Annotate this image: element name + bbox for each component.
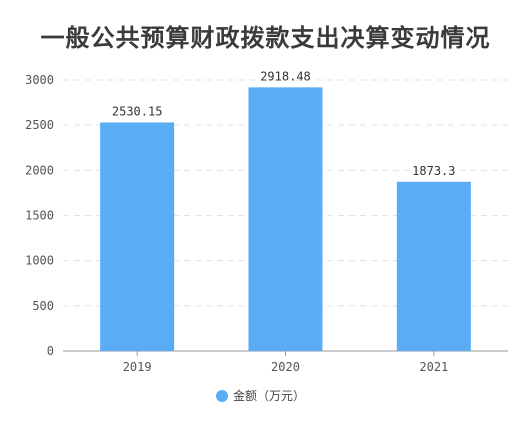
bar: [396, 181, 471, 351]
y-tick-label: 3000: [25, 73, 54, 87]
chart-title: 一般公共预算财政拨款支出决算变动情况: [40, 24, 491, 52]
y-tick-label: 2000: [25, 163, 54, 177]
bar: [248, 87, 323, 351]
data-label: 2530.15: [112, 104, 163, 118]
y-tick-label: 500: [32, 299, 54, 313]
x-tick-label: 2021: [419, 360, 448, 374]
y-tick-label: 1000: [25, 254, 54, 268]
x-tick-label: 2020: [271, 360, 300, 374]
data-label: 1873.3: [412, 164, 455, 178]
legend-label: 金额（万元）: [233, 388, 305, 403]
y-tick-label: 2500: [25, 118, 54, 132]
y-tick-label: 1500: [25, 209, 54, 223]
x-tick-label: 2019: [123, 360, 152, 374]
y-tick-label: 0: [47, 344, 54, 358]
legend-marker: [216, 390, 228, 402]
data-label: 2918.48: [260, 69, 311, 83]
bar: [100, 122, 175, 351]
